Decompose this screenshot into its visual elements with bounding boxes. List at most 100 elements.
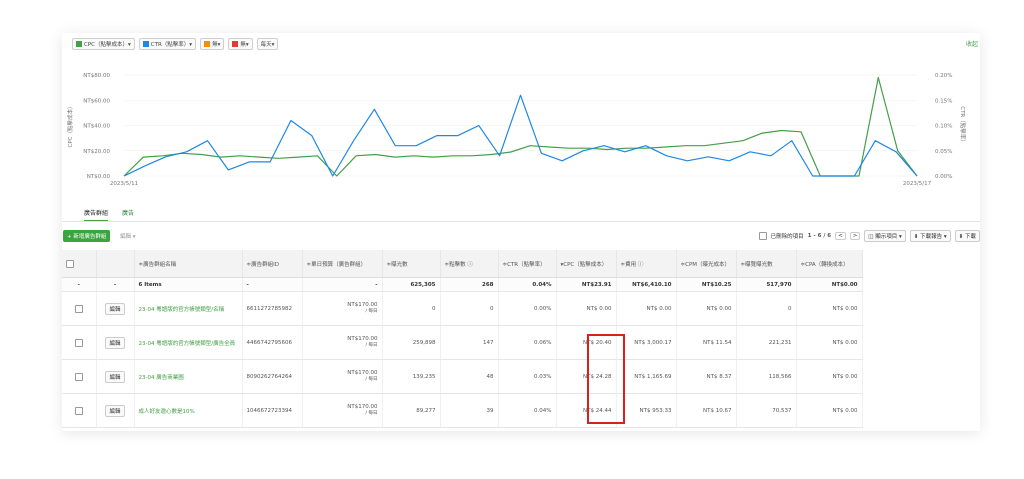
y-right-tick: 0.15% bbox=[935, 98, 952, 104]
col-clicks[interactable]: ≑點擊數 ⓘ bbox=[440, 250, 499, 278]
prev-page-button[interactable]: < bbox=[835, 232, 846, 240]
viewable-impressions: 118,566 bbox=[736, 359, 797, 394]
y-left-tick: NT$80.00 bbox=[83, 73, 110, 79]
ctr: 0.04% bbox=[498, 393, 557, 428]
y-left-tick: NT$60.00 bbox=[83, 98, 110, 104]
metric-label: 無▾ bbox=[212, 42, 221, 48]
col-ctr[interactable]: ≑CTR（點擊率） bbox=[498, 250, 557, 278]
row-checkbox-cell[interactable] bbox=[62, 393, 97, 428]
ad-group-link[interactable]: 23-04 粵語版的官方帳號類型/廣告全員 bbox=[138, 340, 236, 347]
tab-bar: 廣告群組 廣告 bbox=[84, 206, 134, 222]
budget-value: NT$170.00 bbox=[347, 404, 378, 410]
new-ad-group-button[interactable]: + 新增廣告群組 bbox=[63, 230, 111, 242]
col-cost[interactable]: ≑費用 ⓘ bbox=[616, 250, 677, 278]
cpa: NT$ 0.00 bbox=[796, 325, 863, 360]
edit-row-button[interactable]: 編輯 bbox=[105, 336, 125, 349]
y-right-tick: 0.05% bbox=[935, 149, 952, 155]
budget-value: NT$170.00 bbox=[347, 302, 378, 308]
tab-ad-groups[interactable]: 廣告群組 bbox=[84, 206, 109, 222]
row-checkbox-cell[interactable] bbox=[62, 291, 97, 326]
clicks: 147 bbox=[440, 325, 499, 360]
next-page-button[interactable]: > bbox=[849, 232, 861, 240]
ad-group-name[interactable]: 成人好友邀心數是10% bbox=[134, 393, 243, 428]
x-end-label: 2023/5/17 bbox=[903, 181, 932, 187]
budget-value: NT$170.00 bbox=[347, 336, 378, 342]
metric-dropdown-1[interactable]: CTR（點擊率）▾ bbox=[138, 38, 197, 50]
metric-dropdown-2[interactable]: 無▾ bbox=[200, 38, 225, 50]
download-report-button[interactable]: ⬇ 下載報告 ▾ bbox=[909, 230, 951, 242]
y-left-tick: NT$40.00 bbox=[83, 124, 110, 130]
impressions: 0 bbox=[382, 291, 441, 326]
col-cpc[interactable]: ▾CPC（點擊成本） bbox=[556, 250, 617, 278]
download-button[interactable]: ⬇ 下載 bbox=[954, 230, 980, 242]
ad-group-id: 4466742795606 bbox=[242, 325, 303, 360]
columns-button[interactable]: ◫ 顯示項目 ▾ bbox=[864, 230, 906, 242]
ad-group-name[interactable]: 23-04 廣告商業圖 bbox=[134, 359, 243, 394]
row-checkbox[interactable] bbox=[74, 304, 83, 313]
metric-selector-bar: CPC（點擊成本）▾ CTR（點擊率）▾ 無▾ 無▾ 每天▾ bbox=[72, 38, 279, 50]
edit-row-button[interactable]: 編輯 bbox=[105, 370, 125, 383]
y-right-axis-label: CTR（點擊率） bbox=[959, 106, 967, 145]
col-id[interactable]: ≑廣告群組ID bbox=[242, 250, 303, 278]
ctr: 0.03% bbox=[498, 359, 557, 394]
metric-label: CPC（點擊成本）▾ bbox=[84, 42, 131, 48]
cpa: NT$ 0.00 bbox=[796, 291, 863, 326]
metric-color-swatch bbox=[204, 41, 211, 47]
budget-unit: / 每日 bbox=[365, 343, 378, 349]
summary-row: - - 6 Items - - 625,305 268 0.04% NT$23.… bbox=[62, 277, 863, 292]
viewable-impressions: 0 bbox=[736, 291, 797, 326]
row-checkbox[interactable] bbox=[74, 406, 83, 415]
series-line-cpc bbox=[123, 76, 918, 177]
y-left-axis-label: CPC（點擊成本） bbox=[66, 104, 74, 148]
cpc: NT$ 24.28 bbox=[556, 359, 617, 394]
daily-budget: NT$170.00/ 每日 bbox=[302, 325, 383, 360]
show-deleted-checkbox[interactable] bbox=[758, 232, 767, 240]
summary-cell: - bbox=[62, 277, 97, 292]
ad-group-link[interactable]: 23-04 粵語版的官方帳號類型/名稱 bbox=[138, 306, 225, 313]
ad-group-link[interactable]: 23-04 廣告商業圖 bbox=[138, 374, 184, 381]
tabs-divider bbox=[62, 221, 980, 222]
summary-cell: - bbox=[96, 277, 135, 292]
metric-dropdown-3[interactable]: 無▾ bbox=[228, 38, 253, 50]
row-checkbox-cell[interactable] bbox=[62, 325, 97, 360]
show-deleted-label: 已刪除的項目 bbox=[770, 234, 804, 240]
clicks: 48 bbox=[440, 359, 499, 394]
select-all-header[interactable] bbox=[62, 250, 97, 278]
col-cpm[interactable]: ≑CPM（曝光成本） bbox=[676, 250, 737, 278]
viewable-impressions: 221,231 bbox=[736, 325, 797, 360]
row-checkbox-cell[interactable] bbox=[62, 359, 97, 394]
col-cpa[interactable]: ≑CPA（轉換成本） bbox=[796, 250, 863, 278]
col-viewable-impressions[interactable]: ≑曝覽曝光數 bbox=[736, 250, 797, 278]
edit-dropdown[interactable]: 編輯 ▾ bbox=[120, 234, 136, 240]
tab-ads[interactable]: 廣告 bbox=[122, 210, 135, 217]
impressions: 139,235 bbox=[382, 359, 441, 394]
metric-dropdown-0[interactable]: CPC（點擊成本）▾ bbox=[72, 38, 135, 50]
row-checkbox[interactable] bbox=[74, 338, 83, 347]
select-all-checkbox[interactable] bbox=[66, 259, 74, 268]
table-row: 編輯 成人好友邀心數是10% 1046672723394 NT$170.00/ 每日 8… bbox=[62, 393, 863, 428]
col-name[interactable]: ≑廣告群組名稱 bbox=[134, 250, 243, 278]
cpm: NT$ 11.54 bbox=[676, 325, 737, 360]
row-checkbox[interactable] bbox=[74, 372, 83, 381]
impressions: 259,898 bbox=[382, 325, 441, 360]
ad-group-name[interactable]: 23-04 粵語版的官方帳號類型/名稱 bbox=[134, 291, 243, 326]
edit-row-button[interactable]: 編輯 bbox=[105, 404, 125, 417]
summary-cell: NT$6,410.10 bbox=[616, 277, 677, 292]
col-impressions[interactable]: ≑曝光數 bbox=[382, 250, 441, 278]
impressions: 89,277 bbox=[382, 393, 441, 428]
edit-cell: 編輯 bbox=[96, 359, 135, 394]
clicks: 39 bbox=[440, 393, 499, 428]
edit-row-button[interactable]: 編輯 bbox=[105, 302, 125, 315]
ctr: 0.06% bbox=[498, 325, 557, 360]
col-budget[interactable]: ≑單日預算（廣告群組） bbox=[302, 250, 383, 278]
y-left-tick: NT$20.00 bbox=[83, 149, 110, 155]
cost: NT$ 1,165.69 bbox=[616, 359, 677, 394]
series-line-ctr bbox=[123, 94, 918, 177]
collapse-link[interactable]: 收起 bbox=[965, 41, 978, 48]
viewable-impressions: 70,537 bbox=[736, 393, 797, 428]
metric-label: 每天▾ bbox=[260, 42, 275, 48]
budget-unit: / 每日 bbox=[365, 309, 378, 315]
metric-dropdown-4[interactable]: 每天▾ bbox=[256, 38, 279, 50]
ad-group-name[interactable]: 23-04 粵語版的官方帳號類型/廣告全員 bbox=[134, 325, 243, 360]
ad-group-link[interactable]: 成人好友邀心數是10% bbox=[138, 408, 195, 415]
